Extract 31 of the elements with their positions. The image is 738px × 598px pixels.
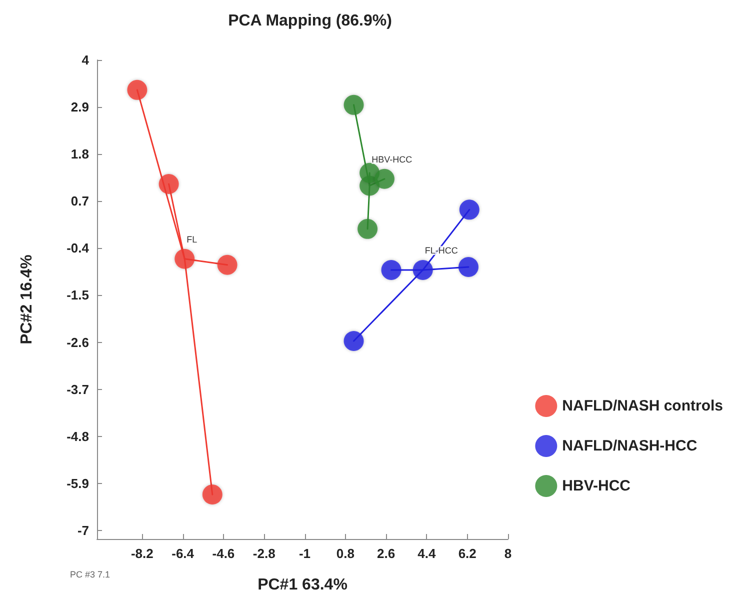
x-axis-title: PC#1 63.4% — [258, 576, 348, 594]
y-tick-label: -0.4 — [66, 240, 90, 256]
y-axis-title: PC#2 16.4% — [18, 254, 36, 344]
x-tick-label: 2.6 — [377, 546, 396, 561]
y-tick-label: 2.9 — [70, 100, 89, 115]
y-tick-label: -5.9 — [66, 476, 89, 491]
y-tick-label: 1.8 — [70, 146, 89, 162]
annotation: FL — [186, 234, 198, 244]
legend-label: NAFLD/NASH controls — [562, 398, 724, 414]
x-tick-label: -4.6 — [212, 546, 235, 561]
y-tick-label: 0.7 — [70, 194, 89, 209]
x-tick-label: 4.4 — [418, 546, 437, 561]
y-tick-label: 4 — [82, 52, 90, 68]
y-tick-label: -4.8 — [66, 428, 89, 444]
x-tick-label: -8.2 — [130, 546, 154, 561]
x-tick-label: 0.8 — [336, 546, 354, 561]
x-tick-label: -6.4 — [172, 546, 195, 561]
legend-label: HBV-HCC — [562, 478, 631, 494]
annotation: HBV-HCC — [372, 154, 413, 164]
x-tick-label: 6.2 — [458, 546, 476, 561]
y-tick-label: -1.5 — [66, 288, 89, 303]
y-tick-label: -3.7 — [66, 382, 89, 397]
chart-title: PCA Mapping (86.9%) — [228, 12, 392, 30]
x-tick-label: -2.8 — [252, 546, 276, 561]
y-tick-label: -7 — [77, 522, 89, 538]
y-tick-label: -2.6 — [66, 334, 89, 350]
legend-label: NAFLD/NASH-HCC — [562, 438, 698, 454]
text: PC #3 7.1 — [70, 570, 110, 580]
x-tick-label: -1 — [298, 546, 311, 561]
annotation: FL-HCC — [424, 245, 458, 256]
x-tick-label: 8 — [504, 546, 512, 561]
